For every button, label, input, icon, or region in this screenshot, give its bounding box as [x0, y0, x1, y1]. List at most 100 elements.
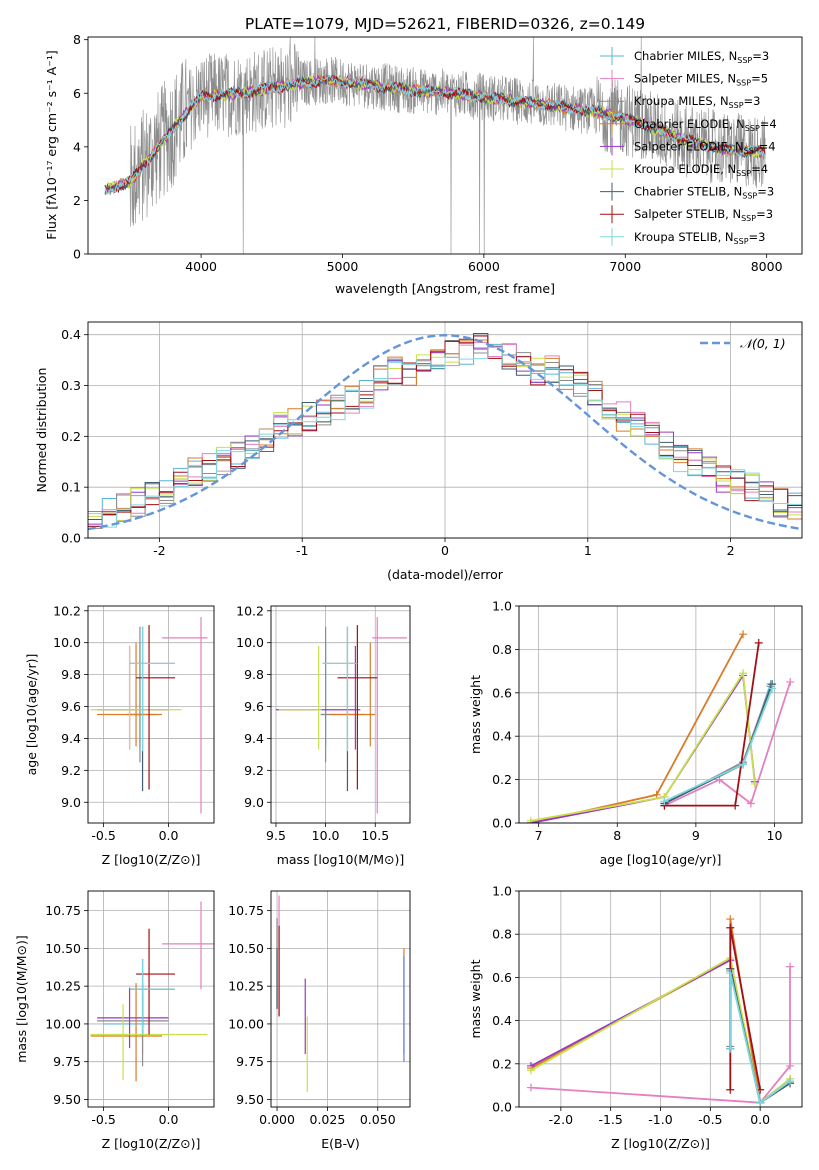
weight-marker	[726, 915, 735, 924]
weight-line	[530, 670, 756, 822]
x-tick-label: -1.0	[648, 1112, 672, 1127]
weight-marker	[786, 962, 795, 971]
weight-marker	[652, 790, 661, 799]
y-tick-label: 9.4	[61, 731, 81, 746]
weight-series	[526, 630, 795, 823]
y-tick-label: 0.2	[492, 1056, 512, 1071]
y-tick-label: 10.75	[45, 903, 81, 918]
weight-marker	[786, 677, 795, 686]
x-axis-label: E(B-V)	[321, 1136, 360, 1151]
y-tick-label: 9.0	[244, 795, 264, 810]
x-tick-label: 10.5	[361, 828, 389, 843]
weight-marker	[754, 638, 763, 647]
y-tick-label: 0.4	[61, 327, 81, 342]
weight-line	[729, 972, 791, 1105]
x-axis-label: Z [log10(Z/Z⊙)]	[102, 852, 201, 867]
weight-marker	[746, 799, 755, 808]
y-tick-label: 10.2	[236, 603, 264, 618]
axes-frame	[518, 890, 803, 1108]
x-tick-label: -0.5	[698, 1112, 722, 1127]
y-axis-label: Flux [fλ10⁻¹⁷ erg cm⁻² s⁻¹ A⁻¹]	[44, 50, 59, 239]
legend-label: Chabrier MILES, NSSP=3	[634, 49, 769, 65]
residual-histogram-panel: -2 -1 0 1 2 0.0 0.1 0.2 0.3 0.4 (data-model)/error…	[34, 321, 803, 582]
histogram-step	[88, 332, 802, 521]
weight-marker	[660, 797, 669, 806]
y-tick-label: 0.6	[492, 685, 512, 700]
y-tick-label: 2	[73, 193, 81, 208]
weight-line	[729, 927, 761, 1090]
y-tick-label: 10.50	[228, 941, 264, 956]
legend: 𝒩(0, 1)	[700, 336, 786, 351]
legend-label: Salpeter STELIB, NSSP=3	[634, 207, 773, 223]
y-tick-label: 9.75	[53, 1054, 81, 1069]
y-tick-label: 0.4	[492, 1013, 512, 1028]
y-tick-label: 9.8	[61, 667, 81, 682]
x-tick-label: 9	[692, 828, 700, 843]
x-tick-label: 9.5	[266, 828, 286, 843]
y-axis-label: mass weight	[468, 959, 483, 1038]
weight-marker	[726, 969, 735, 978]
x-tick-label: 0.0	[159, 828, 179, 843]
x-tick-label: -2	[153, 543, 165, 558]
x-tick-label: -0.5	[91, 828, 115, 843]
weight-line	[530, 633, 744, 823]
error-bars	[90, 617, 208, 814]
x-axis-label: Z [log10(Z/Z⊙)]	[611, 1136, 710, 1151]
y-tick-label: 0.8	[492, 642, 512, 657]
ticks: -0.5 0.0 9.50 9.75 10.00 10.25 10.50 10.75	[45, 903, 178, 1127]
y-tick-label: 9.4	[244, 731, 264, 746]
error-bars	[276, 895, 405, 1092]
y-tick-label: 0.1	[61, 480, 81, 495]
figure-title: PLATE=1079, MJD=52621, FIBERID=0326, z=0…	[245, 15, 645, 33]
legend: Chabrier MILES, NSSP=3 Salpeter MILES, NS…	[600, 47, 777, 246]
y-tick-label: 10.00	[45, 1016, 81, 1031]
weight-marker	[739, 669, 748, 678]
axes-frame	[270, 605, 411, 824]
y-tick-label: 9.6	[244, 699, 264, 714]
weight-marker	[731, 801, 740, 810]
error-bars	[90, 901, 214, 1082]
weight-marker	[526, 816, 535, 823]
axes-frame	[87, 321, 803, 539]
ticks: -2 -1 0 1 2 0.0 0.1 0.2 0.3 0.4	[61, 327, 734, 558]
y-axis-label: Normed distribution	[34, 368, 49, 493]
y-tick-label: 0.0	[492, 816, 512, 831]
weight-marker	[768, 684, 777, 693]
ticks: -2.0 -1.5 -1.0 -0.5 0.0 0.0 0.2 0.4 0.6 0.8 1.0	[492, 884, 770, 1128]
age-vs-mass-panel: 9.5 10.0 10.5 9.0 9.2 9.4 9.6 9.8 10.0 10.2 mass […	[236, 603, 411, 867]
y-tick-label: 10.0	[53, 635, 81, 650]
mass-vs-metallicity-panel: -0.5 0.0 9.50 9.75 10.00 10.25 10.50 10.75 Z [lo…	[14, 890, 215, 1151]
x-axis-label: wavelength [Angstrom, rest frame]	[335, 281, 555, 296]
y-tick-label: 10.75	[228, 903, 264, 918]
y-tick-label: 1.0	[492, 599, 512, 614]
x-tick-label: 7	[535, 828, 543, 843]
y-tick-label: 10.25	[45, 979, 81, 994]
legend-label: Kroupa ELODIE, NSSP=4	[634, 162, 768, 178]
ticks: 9.5 10.0 10.5 9.0 9.2 9.4 9.6 9.8 10.0 10.2	[236, 603, 389, 843]
x-tick-label: 0.025	[310, 1112, 346, 1127]
weight-marker	[750, 779, 759, 788]
legend-label: Chabrier STELIB, NSSP=3	[634, 185, 774, 201]
x-tick-label: 0.000	[259, 1112, 295, 1127]
legend-label: Salpeter ELODIE, NSSP=4	[634, 139, 776, 155]
ticks: 7 8 9 10 0.0 0.2 0.4 0.6 0.8 1.0	[492, 599, 782, 844]
y-tick-label: 9.2	[61, 763, 81, 778]
y-tick-label: 0.0	[61, 531, 81, 546]
model-spectra	[104, 73, 766, 196]
axes-frame	[270, 890, 411, 1108]
weight-line	[530, 966, 791, 1104]
x-axis-label: (data-model)/error	[387, 567, 504, 582]
x-tick-label: -0.5	[91, 1112, 115, 1127]
y-tick-label: 0.8	[492, 927, 512, 942]
legend-label: Kroupa STELIB, NSSP=3	[634, 230, 765, 246]
y-tick-label: 1.0	[492, 884, 512, 899]
x-tick-label: 1	[584, 543, 592, 558]
x-tick-label: 6000	[468, 259, 500, 274]
x-tick-label: 5000	[327, 259, 359, 274]
error-bars	[275, 617, 408, 814]
axes-frame	[518, 605, 803, 824]
x-tick-label: 4000	[185, 259, 217, 274]
weight-vs-metallicity-panel: -2.0 -1.5 -1.0 -0.5 0.0 0.0 0.2 0.4 0.6 0.8 1.0 Z […	[468, 884, 803, 1151]
gridlines	[88, 891, 214, 1107]
